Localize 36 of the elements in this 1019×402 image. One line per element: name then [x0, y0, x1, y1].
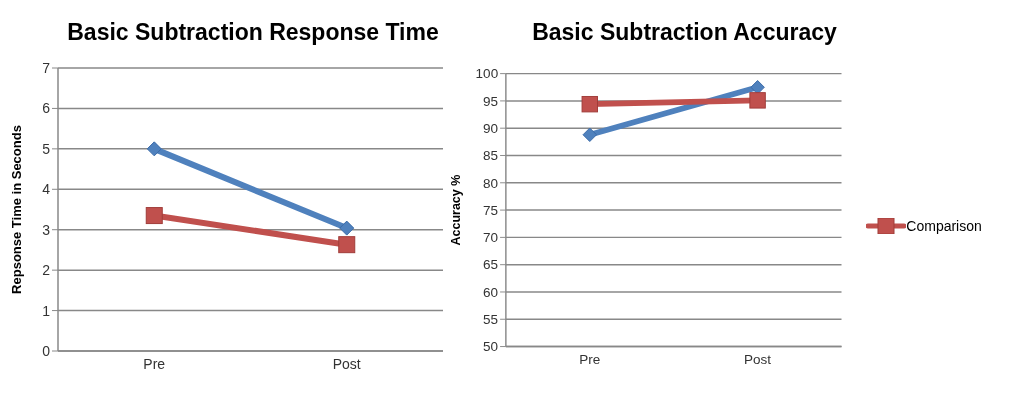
x-tick-label: Pre: [143, 355, 166, 372]
point: [145, 207, 163, 225]
y-tick-label: 65: [483, 257, 499, 273]
y-tick-label: 50: [483, 339, 499, 355]
point: [581, 95, 598, 113]
legend-label: Comparison: [906, 218, 982, 234]
y-axis-title: Repsonse Time in Seconds: [8, 125, 24, 294]
y-tick-label: 100: [475, 66, 499, 82]
y-tick-label: 75: [483, 202, 499, 218]
y-tick-label: 80: [483, 175, 499, 191]
point: [749, 92, 766, 109]
y-tick-label: 60: [483, 284, 499, 300]
y-tick-label: 2: [42, 262, 51, 279]
point: [582, 127, 598, 142]
y-tick-label: 90: [483, 121, 499, 136]
y-tick-label: 7: [42, 59, 51, 76]
point: [750, 80, 765, 95]
x-tick-label: Post: [332, 355, 361, 372]
chart-title: Basic Subtraction Response Time: [66, 18, 440, 47]
x-tick-label: Post: [744, 351, 772, 367]
y-tick-label: 4: [42, 181, 51, 198]
x-tick-label: Pre: [579, 351, 601, 367]
y-tick-label: 1: [42, 302, 51, 319]
y-tick-label: 95: [483, 93, 499, 109]
y-tick-label: 0: [42, 342, 51, 359]
point: [338, 236, 356, 254]
chart-title: Basic Subtraction Accuracy: [531, 18, 838, 47]
y-tick-label: 3: [42, 221, 51, 238]
point: [339, 220, 355, 236]
y-tick-label: 85: [483, 148, 499, 164]
y-axis-title: Accuracy %: [449, 174, 464, 246]
y-tick-label: 70: [483, 230, 499, 246]
y-tick-label: 5: [42, 140, 51, 157]
point: [146, 141, 162, 157]
y-tick-label: 6: [42, 100, 51, 117]
y-tick-label: 55: [483, 312, 499, 328]
